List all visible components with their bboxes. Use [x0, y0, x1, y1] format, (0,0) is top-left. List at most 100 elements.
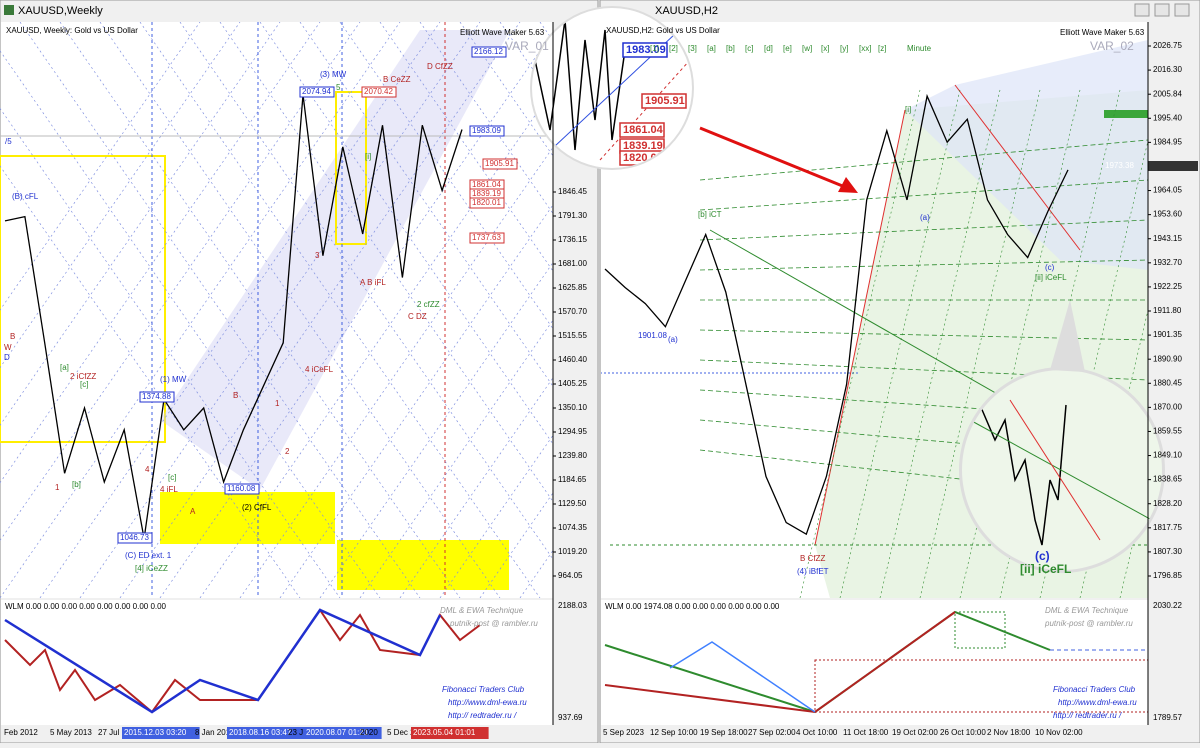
toolbar-button[interactable]: [w] [802, 44, 812, 53]
fan-line [79, 22, 481, 598]
fan-line [199, 89, 553, 598]
zoom-box-label: 1983.09 [626, 44, 666, 56]
watermark: http:// redtrader.ru / [448, 711, 517, 720]
fork-line [879, 89, 1001, 598]
wave-label: (1) MW [160, 375, 187, 384]
fan-line [479, 492, 553, 598]
toolbar-button[interactable]: [y] [840, 44, 848, 53]
zoom-line [599, 59, 691, 161]
toolbar-button[interactable]: [d] [764, 44, 773, 53]
yellow-frame [0, 155, 166, 443]
toolbar-button[interactable]: Minute [907, 44, 932, 53]
wave-label: [c] [168, 473, 176, 482]
toolbar-button[interactable]: [x] [821, 44, 829, 53]
wave-label: 4 iFL [160, 485, 178, 494]
wave-label: B [10, 332, 15, 341]
toolbar-button[interactable]: [c] [745, 44, 753, 53]
price-box-label: 1820.01 [472, 198, 501, 207]
price-label: 1901.35 [1153, 330, 1182, 339]
fan-line [259, 22, 553, 445]
toolbar-button[interactable]: [3] [688, 44, 697, 53]
wave-label: A B iFL [360, 278, 386, 287]
price-line [604, 93, 1069, 536]
price-box-label: 1983.09 [472, 126, 501, 135]
red-line [954, 84, 1081, 251]
wave-label: 2 cfZZ [417, 300, 440, 309]
fan-line [159, 31, 553, 598]
price-box-label: 1046.73 [120, 533, 149, 542]
indicator-blue [4, 608, 442, 714]
sub-axis-label: 2188.03 [558, 601, 587, 610]
window-button[interactable] [1154, 3, 1170, 17]
chart-label: XAUUSD, Weekly: Gold vs US Dollar [6, 26, 138, 35]
fork-line [699, 219, 1148, 241]
wave-label: D CfZZ [427, 62, 453, 71]
yellow-zone [160, 492, 335, 544]
price-label: 1964.05 [1153, 186, 1182, 195]
watermark: http://www.dml-ewa.ru [448, 698, 527, 707]
fan-line [139, 22, 541, 598]
date-label: Feb 2012 [4, 728, 38, 737]
toolbar-button[interactable]: [1] [650, 44, 659, 53]
fork-line [919, 89, 1041, 598]
zoom-price [979, 404, 1067, 546]
date-label: 2020.08.07 01:21 [306, 728, 369, 737]
price-label: 1681.00 [558, 259, 587, 268]
price-label: 1984.95 [1153, 137, 1182, 146]
fan-line [59, 22, 461, 598]
fan-line [179, 22, 553, 560]
toolbar-button[interactable]: [z] [878, 44, 886, 53]
date-label: 26 Oct 10:00 [940, 728, 986, 737]
wave-label: 4 [145, 465, 150, 474]
window-button[interactable] [1134, 3, 1150, 17]
wave-label: W [4, 343, 12, 352]
fan-line [0, 107, 341, 598]
fork-line [699, 139, 1148, 181]
date-label: 2023.05.04 01:01 [413, 728, 476, 737]
fan-line [0, 22, 281, 426]
date-label: 5 Dec 2 [387, 728, 415, 737]
lens-pointer [1050, 300, 1085, 372]
toolbar-button[interactable]: [xx] [859, 44, 871, 53]
date-label: 5 Sep 2023 [603, 728, 644, 737]
price-label: 1817.75 [1153, 523, 1182, 532]
fan-line [339, 22, 553, 330]
fan-line [379, 22, 553, 272]
toolbar-button[interactable]: [2] [669, 44, 678, 53]
fan-line [439, 434, 553, 598]
box [814, 659, 1149, 713]
toolbar-button[interactable]: [a] [707, 44, 716, 53]
fan-line [359, 319, 553, 598]
toolbar-button[interactable]: [b] [726, 44, 735, 53]
toolbar-button[interactable]: [e] [783, 44, 792, 53]
price-box-label: 1160.08 [227, 484, 256, 493]
sub-axis-label: 1789.57 [1153, 713, 1182, 722]
box [954, 611, 1006, 649]
wave-label: B CfZZ [800, 554, 825, 563]
date-label: 10 Nov 02:00 [1035, 728, 1083, 737]
lens [962, 370, 1162, 570]
fork-line [799, 89, 921, 598]
var-label: VAR_01 [505, 39, 549, 53]
price-label: 964.05 [558, 571, 583, 580]
watermark: putnik-post @ rambler.ru [449, 619, 538, 628]
window-button[interactable] [1174, 3, 1190, 17]
indicator-blue [669, 641, 816, 713]
arrow [699, 126, 846, 189]
price-label: 1791.30 [558, 211, 587, 220]
fork-line [699, 389, 1148, 421]
wave-label: 2 iCfZZ [70, 372, 96, 381]
price-box-label: 1737.63 [472, 233, 501, 242]
price-line [4, 94, 463, 539]
zoom-box-label: 1861.04 [623, 124, 664, 136]
price-box [471, 46, 507, 58]
fork-line [699, 329, 1148, 341]
date-label: 27 Sep 02:00 [748, 728, 796, 737]
fan-line [0, 22, 401, 598]
fan-line [239, 146, 553, 598]
zoom-box [619, 122, 665, 138]
left-sub [1, 600, 553, 725]
wave-label: [ii] iCeFL [1020, 562, 1071, 576]
